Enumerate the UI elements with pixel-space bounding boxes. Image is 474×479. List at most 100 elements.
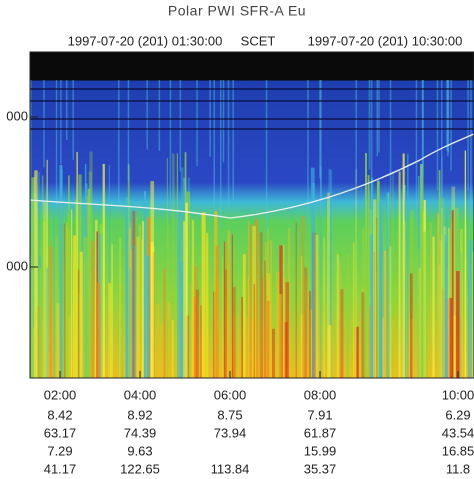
texture-streak (368, 80, 371, 170)
texture-streak (327, 325, 332, 378)
texture-streak (31, 200, 33, 378)
texture-streak (163, 268, 166, 378)
texture-streak (450, 80, 452, 171)
texture-streak (253, 284, 256, 378)
texture-streak (339, 260, 342, 378)
texture-streak (143, 191, 147, 378)
texture-streak (432, 236, 435, 378)
texture-streak (270, 240, 272, 378)
texture-streak (201, 212, 206, 378)
texture-streak (222, 256, 224, 378)
texture-streak (327, 192, 330, 378)
texture-streak (272, 328, 275, 378)
texture-streak (130, 201, 134, 378)
texture-streak (446, 80, 448, 151)
texture-streak (305, 275, 308, 378)
texture-streak (259, 232, 263, 378)
texture-streak (437, 213, 440, 378)
texture-streak (227, 230, 231, 378)
texture-streak (265, 242, 268, 378)
texture-streak (97, 282, 100, 378)
texture-streak (410, 273, 413, 378)
texture-streak (172, 319, 174, 378)
texture-streak (378, 80, 380, 153)
texture-streak (330, 170, 333, 378)
texture-streak (319, 166, 322, 378)
texture-streak (467, 203, 470, 378)
y-tick-label: 000 (6, 108, 28, 123)
texture-streak (66, 80, 68, 141)
texture-streak (43, 222, 46, 378)
texture-streak (195, 289, 200, 378)
table-value: 122.65 (120, 461, 160, 474)
texture-streak (83, 237, 88, 378)
texture-streak (353, 242, 355, 378)
texture-streak (266, 300, 270, 378)
texture-streak (301, 216, 305, 378)
texture-streak (377, 180, 379, 378)
texture-streak (167, 223, 169, 378)
texture-streak (49, 246, 53, 378)
texture-streak (417, 248, 420, 378)
texture-streak (213, 80, 215, 205)
texture-streak (156, 303, 160, 378)
x-tick-label: 04:00 (124, 387, 157, 402)
texture-streak (127, 80, 130, 181)
texture-streak (460, 252, 462, 378)
texture-streak (60, 200, 62, 378)
gyrofrequency-curve (29, 133, 474, 219)
texture-streak (136, 236, 140, 378)
texture-streak (441, 157, 443, 378)
texture-streak (315, 235, 319, 378)
texture-streak (402, 153, 405, 378)
table-value: 16.85 (442, 443, 474, 458)
texture-streak (316, 251, 318, 378)
texture-streak (225, 241, 227, 378)
texture-streak (284, 278, 286, 378)
texture-streak (245, 317, 250, 378)
texture-streak (391, 318, 395, 378)
texture-streak (355, 169, 357, 378)
texture-streak (55, 80, 58, 210)
texture-streak (464, 259, 467, 378)
texture-streak (261, 278, 264, 378)
texture-streak (453, 315, 456, 378)
texture-streak (183, 221, 186, 378)
texture-streak (398, 171, 401, 378)
texture-streak (177, 211, 181, 378)
texture-streak (471, 251, 474, 378)
texture-streak (252, 226, 256, 378)
texture-streak (180, 167, 184, 378)
texture-streak (43, 201, 47, 378)
texture-streak (39, 268, 42, 378)
texture-streak (37, 305, 41, 378)
texture-streak (448, 298, 453, 378)
texture-streak (30, 224, 32, 378)
texture-streak (387, 193, 390, 378)
texture-streak (248, 221, 250, 378)
x-tick-label: 10:00 (442, 387, 474, 402)
texture-streak (442, 289, 444, 378)
x-tick-label: 02:00 (44, 387, 77, 402)
texture-streak (392, 173, 394, 378)
texture-band (30, 128, 474, 130)
table-value: 7.29 (47, 443, 72, 458)
texture-streak (295, 222, 297, 378)
texture-streak (460, 228, 463, 378)
texture-streak (309, 290, 312, 378)
texture-streak (166, 157, 168, 378)
table-value: 35.37 (304, 461, 337, 474)
texture-streak (138, 224, 141, 378)
texture-streak (191, 283, 193, 378)
texture-streak (180, 261, 184, 378)
texture-streak (422, 231, 426, 378)
table-value: 6.29 (445, 407, 470, 422)
texture-streak (72, 235, 77, 378)
texture-streak (436, 80, 439, 191)
texture-streak (120, 267, 124, 378)
texture-streak (185, 202, 188, 378)
texture-streak (447, 228, 450, 378)
scet-end: 1997-07-20 (201) 10:30:00 (308, 33, 463, 48)
texture-streak (246, 250, 249, 378)
